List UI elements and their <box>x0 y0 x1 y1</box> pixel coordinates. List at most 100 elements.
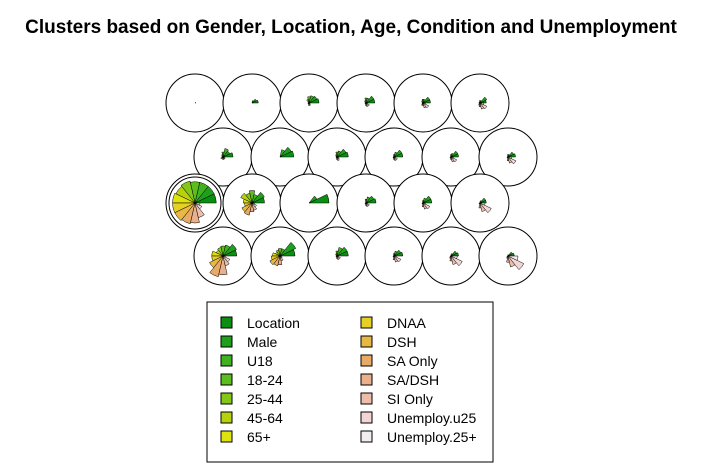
legend-label: SA/DSH <box>387 372 439 388</box>
segment-si-only <box>194 202 205 218</box>
segment-65- <box>242 198 253 204</box>
segment-male <box>393 249 402 257</box>
segment-male <box>479 96 488 104</box>
legend-swatch <box>220 411 233 424</box>
segment-18-24 <box>422 200 424 204</box>
som-unit <box>336 73 396 133</box>
segment-18-24 <box>507 154 509 158</box>
segment-unemploy-u25 <box>450 255 463 267</box>
segment-u18 <box>336 247 343 257</box>
som-unit <box>393 73 453 133</box>
segment-sa-only <box>243 202 253 216</box>
legend-swatch <box>360 392 373 405</box>
som-unit <box>279 173 339 233</box>
segment-unemploy-25- <box>422 102 426 105</box>
som-unit <box>222 73 282 133</box>
segment-unemploy-u25 <box>222 255 231 263</box>
legend-label: DSH <box>387 334 417 350</box>
segment-25-44 <box>449 155 452 158</box>
legend-label: Unemploy.25+ <box>387 429 477 445</box>
segment-male <box>308 195 318 204</box>
segment-sa-dsh <box>218 255 228 275</box>
segment-unemploy-25- <box>251 202 255 205</box>
segment-unemploy-u25 <box>422 202 431 210</box>
segment-u18 <box>222 148 229 158</box>
segment-18-24 <box>278 248 282 257</box>
som-unit <box>250 127 310 187</box>
segment-u18 <box>279 149 286 158</box>
legend-label: 45-64 <box>247 410 283 426</box>
segment-unemploy-25- <box>194 202 201 206</box>
segment-unemploy-u25 <box>194 202 203 210</box>
segment-18-24 <box>364 97 368 104</box>
legend-label: 18-24 <box>247 372 283 388</box>
segment-25-44 <box>364 201 367 204</box>
segment-unemploy-25- <box>507 156 513 159</box>
segment-unemploy-25- <box>336 156 339 158</box>
segment-u18 <box>336 150 342 158</box>
legend-swatch <box>360 316 373 329</box>
segment-male <box>222 243 237 257</box>
segment-male <box>365 95 375 104</box>
som-unit <box>450 173 510 233</box>
segment-18-24 <box>364 198 368 204</box>
segment-sa-only <box>181 202 196 225</box>
legend-label: SI Only <box>387 391 433 407</box>
segment-u18 <box>308 95 315 104</box>
segment-18-24 <box>479 201 481 204</box>
segment-male <box>393 149 403 158</box>
segment-unemploy-25- <box>507 255 519 261</box>
segment-18-24 <box>248 190 256 204</box>
segment-45-64 <box>364 101 367 104</box>
segment-unemploy-25- <box>365 202 368 204</box>
legend-swatch <box>360 430 373 443</box>
segment-25-44 <box>392 254 395 257</box>
segment-male <box>507 251 513 257</box>
legend-swatch <box>360 354 373 367</box>
segment-male <box>251 191 265 204</box>
segment-male <box>194 102 197 104</box>
legend-label: U18 <box>247 353 273 369</box>
segment-18-24 <box>335 250 339 257</box>
segment-18-24 <box>479 100 481 104</box>
segment-male <box>365 195 375 204</box>
segment-25-44 <box>421 201 424 204</box>
legend-swatch <box>220 316 233 329</box>
legend-swatch <box>360 335 373 348</box>
chart-title: Clusters based on Gender, Location, Age,… <box>25 17 677 38</box>
legend-swatch <box>220 354 233 367</box>
segment-unemploy-25- <box>422 202 426 205</box>
segment-male <box>450 150 459 158</box>
segment-si-only <box>222 255 230 267</box>
segment-male <box>336 246 348 257</box>
segment-18-24 <box>393 253 395 257</box>
segment-unemploy-25- <box>222 156 225 158</box>
segment-18-24 <box>220 245 226 257</box>
segment-unemploy-u25 <box>336 255 341 260</box>
segment-25-44 <box>392 155 395 158</box>
legend-swatch <box>360 373 373 386</box>
segment-unemploy-25- <box>222 255 226 258</box>
segment-18-24 <box>450 154 452 158</box>
segment-unemploy-u25 <box>422 102 429 109</box>
segment-25-44 <box>506 155 509 158</box>
legend-swatch <box>220 392 233 405</box>
legend-swatch <box>360 411 373 424</box>
segment-male <box>336 148 347 158</box>
segment-u18 <box>393 250 398 257</box>
segment-unemploy-u25 <box>507 255 525 271</box>
segment-sa-dsh <box>277 255 283 265</box>
legend-swatch <box>220 430 233 443</box>
segment-male <box>422 96 431 104</box>
legend-box <box>206 301 494 463</box>
segment-male <box>279 146 292 158</box>
segment-25-44 <box>217 247 224 257</box>
segment-sa-dsh <box>249 202 255 212</box>
legend-swatch <box>220 373 233 386</box>
segment-u18 <box>365 196 371 204</box>
segment-u18 <box>222 244 231 257</box>
segment-45-64 <box>335 254 338 257</box>
segment-18-24 <box>450 254 452 257</box>
legend-label: DNAA <box>387 315 427 331</box>
